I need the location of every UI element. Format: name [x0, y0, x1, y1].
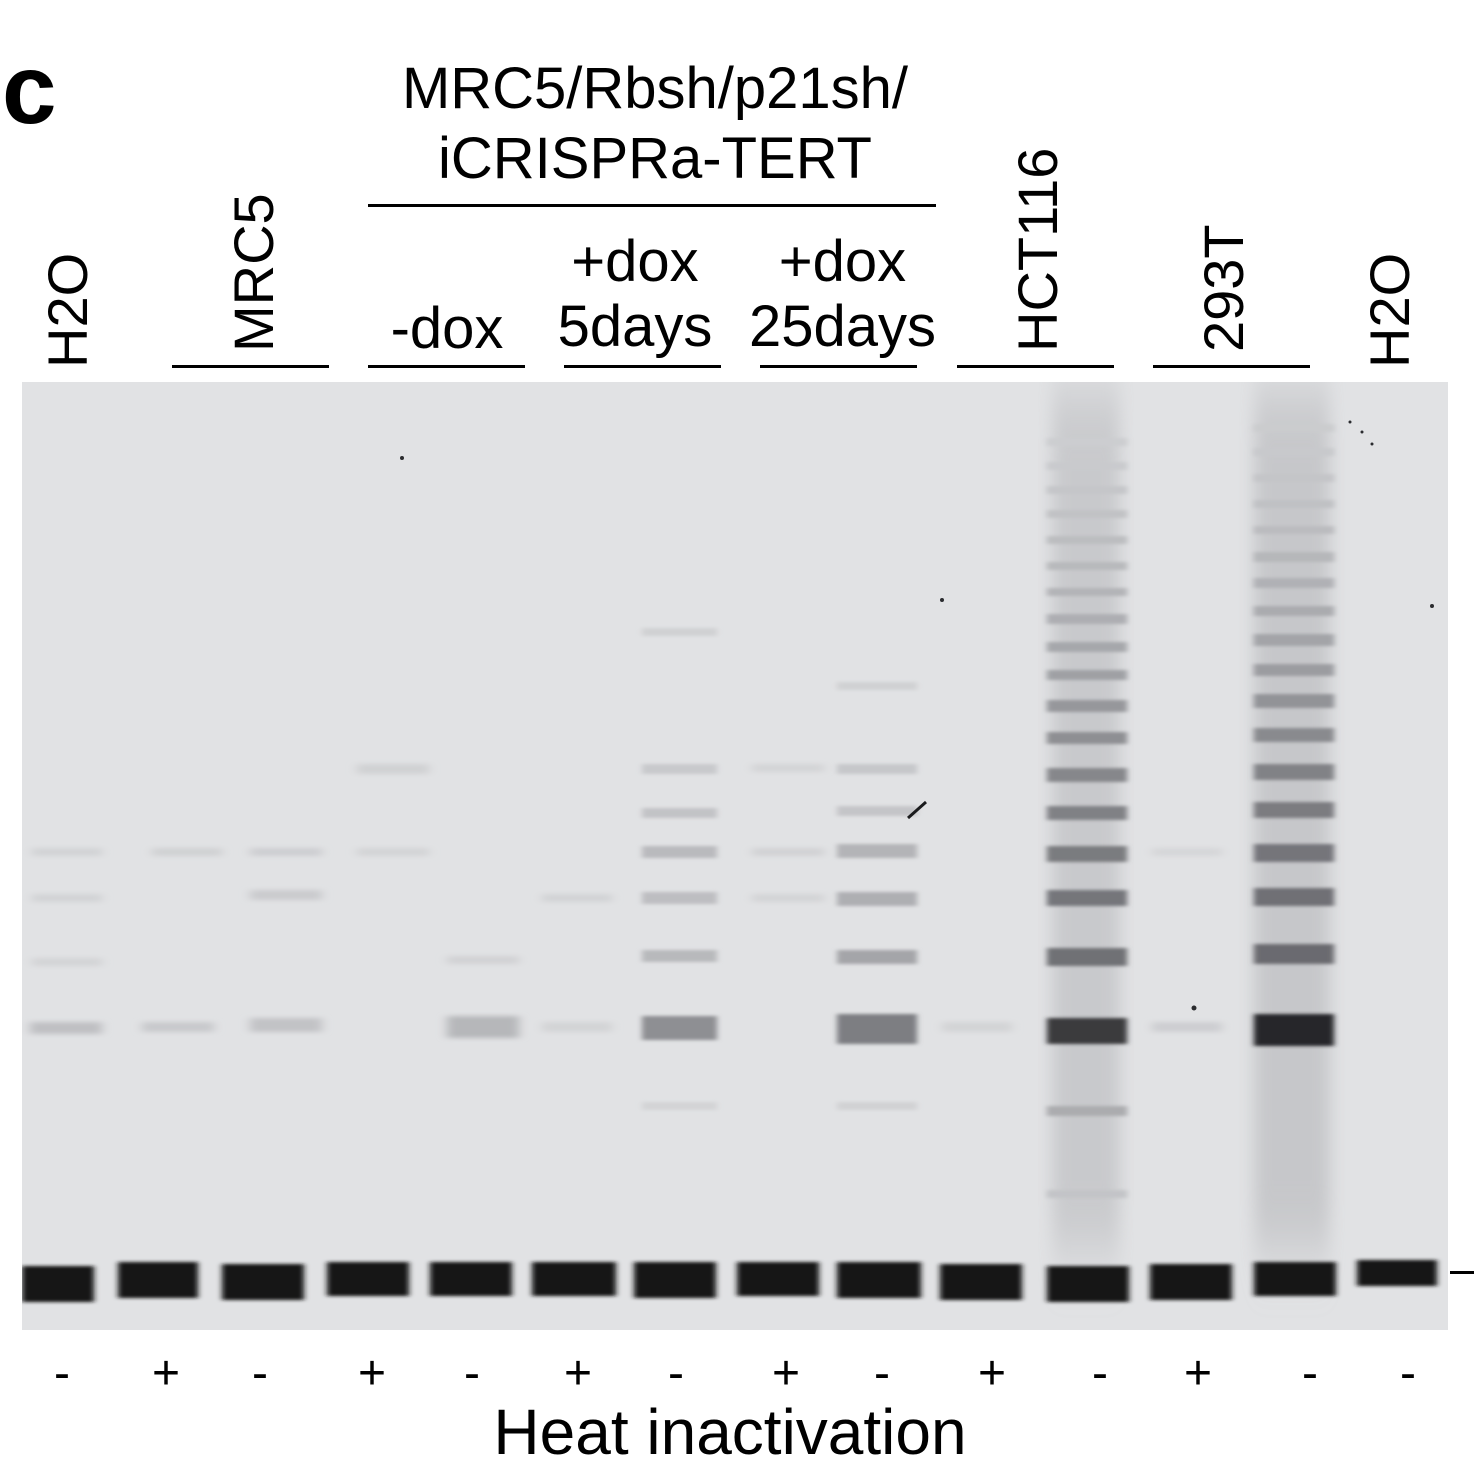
dox5-underline [564, 365, 721, 368]
heat-sign: - [54, 1347, 70, 1400]
gel-image [22, 382, 1448, 1330]
hct116-underline [957, 365, 1114, 368]
x-axis-label: Heat inactivation [493, 1396, 967, 1468]
panel-letter: c [2, 34, 57, 144]
lane-label-h2o-left: H2O [36, 252, 99, 368]
dox25-underline [760, 365, 917, 368]
lane-label-hct116: HCT116 [1006, 147, 1069, 352]
minus-dox-underline [368, 365, 525, 368]
heat-sign: + [977, 1347, 1007, 1400]
lane-label-minus-dox: -dox [390, 296, 504, 361]
lane-label-dox25-line1: +dox [778, 229, 907, 294]
size-marker-tick [1450, 1271, 1474, 1274]
group-title-line1: MRC5/Rbsh/p21sh/ [401, 56, 909, 121]
lane-label-dox5-line1: +dox [571, 229, 699, 294]
group-title-line2: iCRISPRa-TERT [438, 126, 872, 191]
lane-label-dox5-line2: 5days [557, 294, 713, 359]
heat-sign: + [771, 1347, 801, 1400]
293t-underline [1153, 365, 1310, 368]
heat-sign: + [1183, 1347, 1213, 1400]
heat-sign: - [252, 1347, 268, 1400]
lane-label-mrc5: MRC5 [222, 193, 285, 352]
heat-sign: - [1302, 1347, 1318, 1400]
heat-sign: + [151, 1347, 181, 1400]
heat-sign: + [563, 1347, 593, 1400]
lane-label-dox25-line2: 25days [748, 294, 937, 359]
heat-sign: + [357, 1347, 387, 1400]
heat-sign: - [1092, 1347, 1108, 1400]
group-underline [368, 204, 936, 207]
heat-sign: - [1400, 1347, 1416, 1400]
lane-label-293t: 293T [1192, 224, 1255, 352]
heat-sign: - [668, 1347, 684, 1400]
mrc5-underline [172, 365, 329, 368]
lane-label-h2o-right: H2O [1358, 252, 1421, 368]
heat-sign: - [464, 1347, 480, 1400]
heat-sign: - [874, 1347, 890, 1400]
